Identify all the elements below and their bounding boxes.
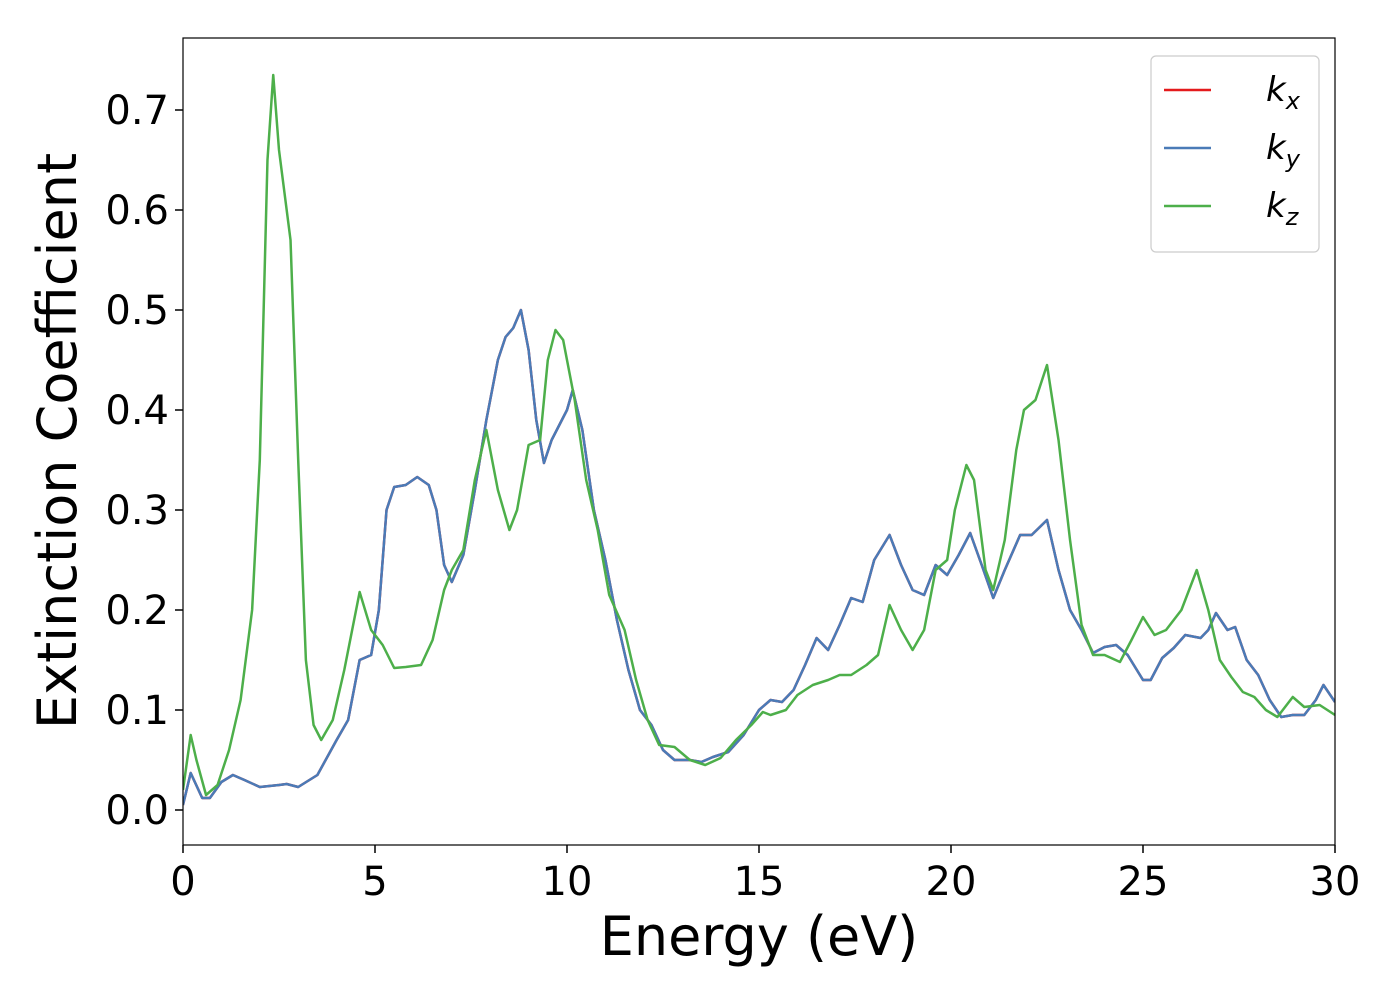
x-tick-label: 20: [926, 859, 977, 905]
x-tick-label: 5: [362, 859, 387, 905]
legend-label: ky: [1266, 128, 1301, 173]
y-tick-label: 0.3: [105, 488, 169, 534]
y-tick-label: 0.6: [105, 188, 169, 234]
x-tick-label: 0: [170, 859, 195, 905]
y-tick-label: 0.2: [105, 588, 169, 634]
x-tick-label: 15: [734, 859, 785, 905]
y-tick-label: 0.0: [105, 788, 169, 834]
y-tick-label: 0.1: [105, 688, 169, 734]
legend-box: [1150, 55, 1320, 253]
y-axis-label: Extinction Coefficient: [26, 153, 89, 729]
x-axis-label: Energy (eV): [600, 905, 919, 968]
line-series: [183, 73, 1335, 797]
x-tick-label: 30: [1310, 859, 1361, 905]
y-tick-label: 0.7: [105, 88, 169, 134]
x-tick-label: 25: [1118, 859, 1169, 905]
legend-label: kz: [1266, 186, 1300, 231]
plot-frame: [182, 37, 1336, 846]
y-tick-label: 0.4: [105, 388, 169, 434]
x-tick-label: 10: [542, 859, 593, 905]
line-series: [183, 308, 1335, 806]
legend-label: kx: [1266, 70, 1301, 115]
y-tick-label: 0.5: [105, 288, 169, 334]
